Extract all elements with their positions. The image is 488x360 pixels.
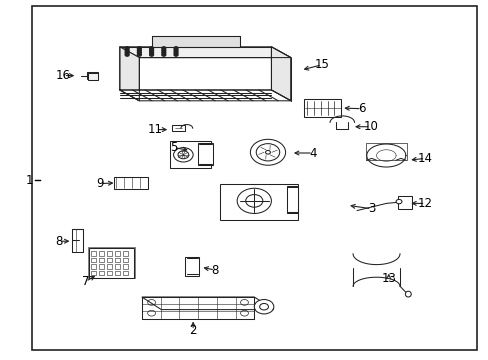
Bar xyxy=(107,271,112,275)
Bar xyxy=(87,73,98,80)
Ellipse shape xyxy=(178,151,188,159)
Bar xyxy=(115,264,120,269)
Circle shape xyxy=(174,53,178,56)
Bar xyxy=(115,251,120,256)
Bar xyxy=(122,264,127,269)
Text: 5: 5 xyxy=(169,141,177,154)
Bar xyxy=(91,251,96,256)
Bar xyxy=(365,143,406,160)
Circle shape xyxy=(137,53,141,56)
Circle shape xyxy=(125,53,129,56)
Bar xyxy=(115,271,120,275)
Text: 11: 11 xyxy=(148,123,163,136)
Bar xyxy=(304,99,340,117)
Circle shape xyxy=(174,47,178,50)
Text: 3: 3 xyxy=(367,202,375,215)
Circle shape xyxy=(162,47,165,50)
Text: 1: 1 xyxy=(26,174,33,186)
Circle shape xyxy=(149,47,153,50)
Circle shape xyxy=(125,47,129,50)
Circle shape xyxy=(149,53,153,56)
Bar xyxy=(107,251,112,256)
Text: 14: 14 xyxy=(417,152,432,165)
Ellipse shape xyxy=(265,150,270,154)
Bar xyxy=(115,258,120,262)
Bar xyxy=(91,258,96,262)
Bar xyxy=(88,247,135,278)
Text: 13: 13 xyxy=(381,273,395,285)
Bar xyxy=(99,251,104,256)
Circle shape xyxy=(137,47,141,50)
Bar xyxy=(170,141,211,168)
Bar xyxy=(122,258,127,262)
Circle shape xyxy=(162,49,165,52)
Circle shape xyxy=(162,51,165,54)
Polygon shape xyxy=(151,36,239,47)
Ellipse shape xyxy=(173,148,193,162)
Bar xyxy=(397,196,411,209)
Text: 8: 8 xyxy=(211,264,219,276)
Text: 10: 10 xyxy=(363,120,377,133)
Ellipse shape xyxy=(395,199,401,204)
Bar xyxy=(185,257,199,276)
Ellipse shape xyxy=(250,139,285,165)
Bar xyxy=(99,258,104,262)
Text: 7: 7 xyxy=(81,275,89,288)
Bar xyxy=(198,143,212,165)
Text: 12: 12 xyxy=(417,197,432,210)
Ellipse shape xyxy=(405,291,410,297)
Bar xyxy=(114,177,147,189)
Ellipse shape xyxy=(237,188,271,213)
Ellipse shape xyxy=(259,303,268,310)
Circle shape xyxy=(125,49,129,52)
Text: 2: 2 xyxy=(189,324,197,337)
Bar xyxy=(107,258,112,262)
Bar xyxy=(286,186,297,213)
Circle shape xyxy=(149,49,153,52)
Circle shape xyxy=(137,51,141,54)
Circle shape xyxy=(174,51,178,54)
Circle shape xyxy=(162,53,165,56)
Circle shape xyxy=(125,51,129,54)
Ellipse shape xyxy=(245,194,263,207)
Ellipse shape xyxy=(254,300,273,314)
Text: 6: 6 xyxy=(357,102,365,115)
Text: 9: 9 xyxy=(96,177,104,190)
Polygon shape xyxy=(271,47,290,101)
Circle shape xyxy=(137,49,141,52)
Circle shape xyxy=(149,51,153,54)
Bar xyxy=(99,271,104,275)
Bar xyxy=(122,271,127,275)
Bar xyxy=(89,248,134,278)
Bar xyxy=(171,125,185,131)
Text: 4: 4 xyxy=(308,147,316,159)
Circle shape xyxy=(174,49,178,52)
Polygon shape xyxy=(142,297,273,310)
Polygon shape xyxy=(120,47,139,101)
Ellipse shape xyxy=(256,144,279,161)
Bar xyxy=(107,264,112,269)
Polygon shape xyxy=(120,90,290,101)
Bar xyxy=(91,264,96,269)
Bar xyxy=(99,264,104,269)
Bar xyxy=(122,251,127,256)
Text: 8: 8 xyxy=(55,235,62,248)
Bar xyxy=(220,184,298,220)
Bar xyxy=(91,271,96,275)
Polygon shape xyxy=(120,47,290,58)
Text: 15: 15 xyxy=(314,58,328,71)
Text: 16: 16 xyxy=(56,69,71,82)
